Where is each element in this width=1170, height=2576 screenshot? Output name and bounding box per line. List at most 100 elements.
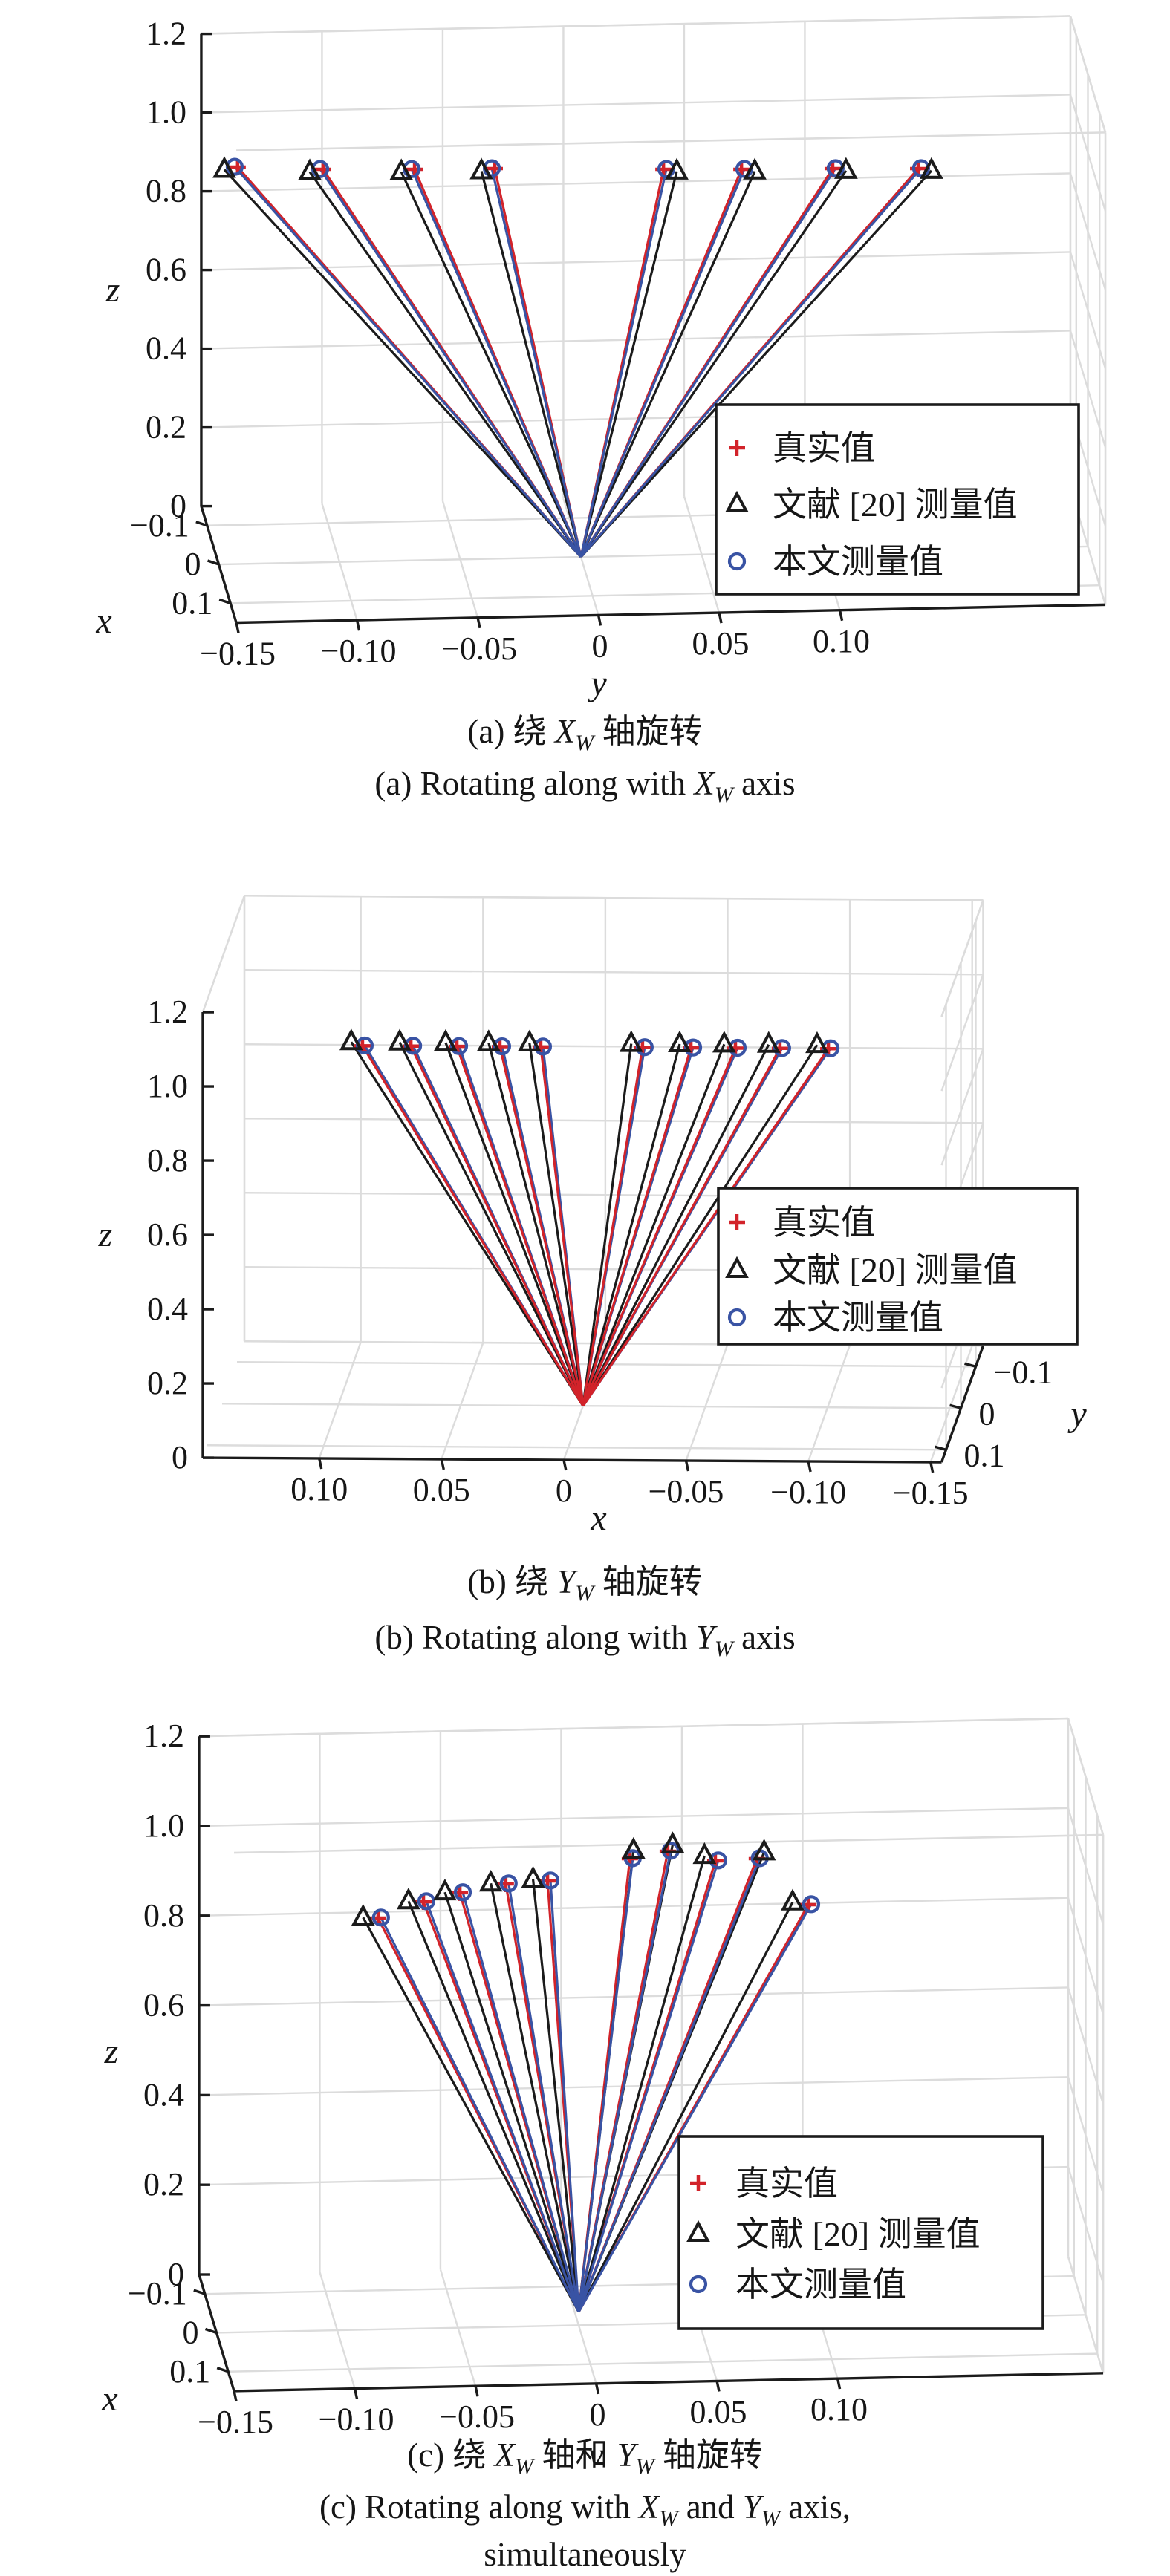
x-tick — [218, 598, 231, 604]
x-axis-title: x — [101, 2379, 117, 2419]
vector-ours — [490, 168, 582, 558]
legend-label-true: 真实值 — [735, 2165, 838, 2202]
caption-text: (a) Rotating along with — [374, 765, 695, 802]
z-tick-label: 0.4 — [143, 2076, 184, 2113]
y-tick — [964, 1362, 976, 1368]
vector-ref — [579, 171, 678, 558]
x-tick — [440, 1458, 445, 1470]
vector-ours — [579, 167, 837, 558]
z-tick-label: 0.2 — [147, 1365, 188, 1401]
vector-ref — [350, 1041, 585, 1407]
marker-ref — [476, 1029, 501, 1051]
vector-ref — [400, 171, 582, 558]
marker-ref — [388, 1028, 412, 1051]
y-tick — [355, 619, 361, 631]
gridline-floor — [207, 1444, 946, 1451]
gridline-floor — [228, 2352, 1098, 2373]
y-tick — [597, 615, 602, 626]
y-axis-title: y — [584, 2436, 604, 2465]
vector-ref — [528, 1043, 585, 1406]
box-edge-gray — [236, 131, 1106, 151]
box-edge-gray — [1067, 1718, 1105, 1836]
caption-math: W — [515, 2454, 534, 2479]
plot-rotation-y-axis: 0.10 0.05 0 −0.05 −0.10 −0.15x−0.100.1y00.20.… — [98, 894, 1087, 1537]
legend-label-true: 真实值 — [773, 429, 875, 467]
marker-ref — [339, 1028, 363, 1051]
y-tick — [935, 1445, 946, 1451]
vector-ref — [582, 1044, 819, 1407]
x-tick-label: 0 — [185, 546, 201, 582]
y-tick-label: −0.05 — [439, 2399, 515, 2435]
marker-ref — [397, 1888, 420, 1910]
legend-label-ours: 本文测量值 — [735, 2266, 906, 2303]
caption-math: W — [714, 783, 733, 807]
legend-label-ref: 文献 [20] 测量值 — [773, 486, 1018, 524]
z-tick-label: 0.4 — [146, 330, 186, 367]
y-tick-label: 0 — [592, 627, 608, 664]
vector-ref — [407, 1900, 580, 2312]
box-edge-gray — [201, 895, 246, 1013]
z-tick-label: 1.0 — [146, 94, 186, 131]
box-edge-gray — [940, 899, 984, 1017]
gridline-floor — [683, 495, 721, 613]
marker-ref — [351, 1904, 375, 1926]
vector-true — [582, 1048, 830, 1407]
y-tick-label: −0.10 — [319, 2401, 394, 2438]
z-tick-label: 1.2 — [146, 16, 186, 52]
caption-text: and — [677, 2488, 743, 2526]
gridline-floor — [929, 1345, 973, 1463]
legend-marker-ours — [689, 2275, 708, 2294]
caption-text: (c) 绕 — [407, 2436, 495, 2474]
y-axis-title: y — [1067, 1395, 1087, 1434]
caption-text: 轴旋转 — [594, 713, 703, 750]
y-tick-label: −0.15 — [200, 636, 276, 672]
vector-true — [582, 1047, 692, 1406]
marker-ours — [709, 1851, 727, 1870]
marker-ref — [212, 156, 236, 178]
y-tick-label: 0.1 — [964, 1437, 1005, 1473]
caption-math: W — [575, 1581, 594, 1605]
vector-ours — [579, 169, 668, 558]
caption-text: simultaneously — [484, 2536, 686, 2573]
vector-true — [455, 1046, 585, 1406]
legend-marker-ref — [725, 1256, 749, 1278]
gridline-wall-z — [198, 1986, 1068, 2006]
gridline-wall-z — [244, 969, 984, 976]
marker-ours — [541, 1871, 560, 1890]
x-tick-label: 0.1 — [172, 584, 212, 621]
legend-box — [717, 1187, 1079, 1346]
caption-math: W — [659, 2506, 678, 2531]
gridline-wall-z — [940, 1048, 984, 1166]
x-tick-label: −0.1 — [128, 2275, 187, 2312]
gridline-wall-z — [1069, 252, 1107, 369]
y-tick-label: 0.05 — [690, 2394, 747, 2430]
vector-ref — [577, 1902, 794, 2313]
caption-c-en-line1: (c) Rotating along with XW and YW axis, — [0, 2487, 1170, 2539]
y-tick-label: −0.10 — [321, 633, 397, 669]
gridline-wall-z — [1069, 173, 1107, 290]
box-edge-gray — [1067, 2256, 1105, 2374]
plot-rotation-xy-axes: −0.100.1x−0.15 −0.10 −0.05 0 0.05 0.10y00.20.… — [101, 1717, 1105, 2465]
caption-text: axis, — [779, 2488, 851, 2526]
vector-ours — [577, 1858, 634, 2312]
vector-true — [582, 1048, 781, 1406]
gridline-wall-z — [201, 251, 1070, 271]
z-tick-label: 0.8 — [143, 1897, 184, 1934]
legend-label-true: 真实值 — [773, 1204, 875, 1242]
caption-math: Y — [742, 2488, 761, 2526]
x-tick — [204, 2327, 218, 2335]
legend-box — [677, 2135, 1044, 2330]
y-tick-label: 0.10 — [810, 2391, 868, 2427]
gridline-floor — [439, 2269, 477, 2387]
vector-ref — [582, 1043, 726, 1406]
y-tick — [949, 1403, 961, 1409]
axis-edge — [202, 1456, 942, 1464]
legend-marker-ours — [727, 552, 747, 571]
gridline-wall-z — [1069, 330, 1107, 448]
gridline-floor — [321, 503, 358, 621]
y-tick — [838, 610, 844, 622]
gridline-wall-z — [1069, 94, 1107, 212]
vector-ref — [398, 1041, 585, 1406]
caption-b-zh: (b) 绕 YW 轴旋转 — [0, 1562, 1170, 1614]
vector-ref — [579, 171, 756, 558]
